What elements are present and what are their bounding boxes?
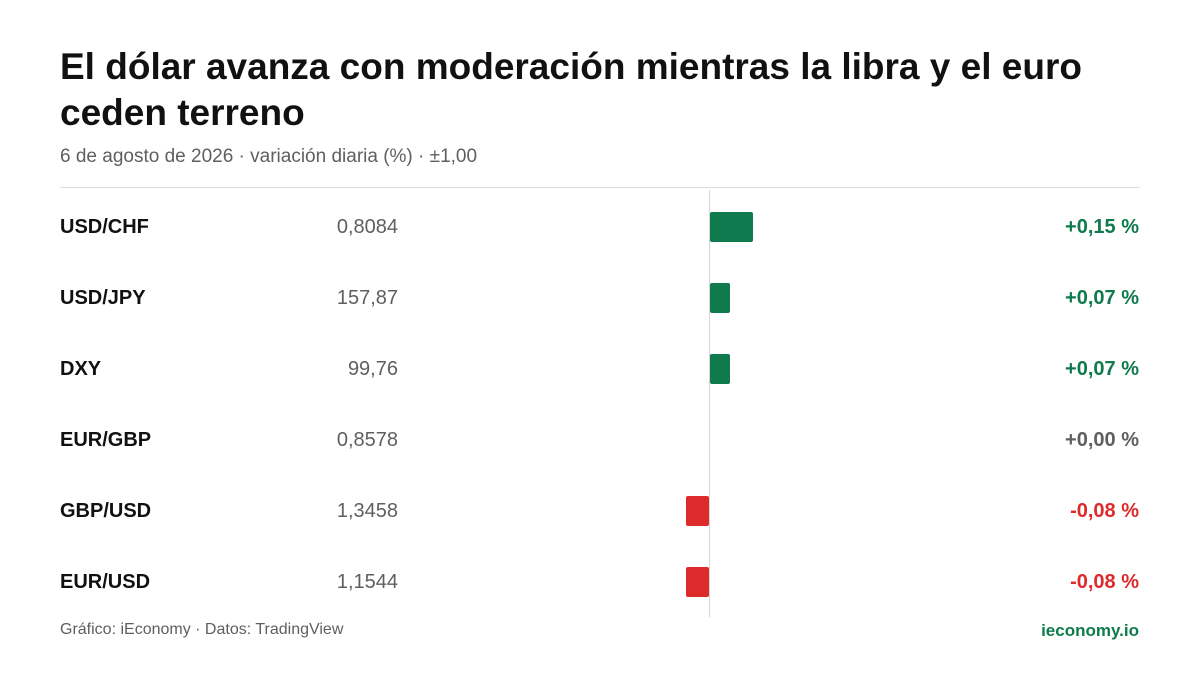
row-price: 1,3458 bbox=[336, 500, 398, 522]
row-label: USD/CHF bbox=[60, 216, 149, 238]
row-change-label: -0,08 % bbox=[1070, 571, 1139, 593]
chart-title: El dólar avanza con moderación mientras … bbox=[60, 46, 1082, 133]
row-price: 1,1544 bbox=[336, 571, 398, 593]
row-change-label: +0,07 % bbox=[1065, 287, 1139, 309]
row-change-label: +0,07 % bbox=[1065, 358, 1139, 380]
row-label: DXY bbox=[60, 358, 102, 380]
row-label: EUR/USD bbox=[60, 571, 151, 593]
row-change-label: +0,15 % bbox=[1065, 216, 1139, 238]
row-label: EUR/GBP bbox=[60, 429, 152, 451]
bar bbox=[710, 354, 731, 384]
row-label: USD/JPY bbox=[60, 287, 146, 309]
bar bbox=[710, 212, 754, 242]
bar bbox=[685, 496, 709, 526]
row-change-label: +0,00 % bbox=[1065, 429, 1139, 451]
row-label: GBP/USD bbox=[60, 500, 152, 522]
row-price: 157,87 bbox=[336, 287, 398, 309]
chart-subtitle: 6 de agosto de 2026 · variación diaria (… bbox=[60, 146, 478, 167]
footer-brand-link[interactable]: ieconomy.io bbox=[1041, 621, 1139, 640]
header-divider bbox=[60, 187, 1140, 188]
bar bbox=[685, 567, 709, 597]
row-price: 0,8084 bbox=[336, 216, 398, 238]
row-price: 99,76 bbox=[347, 358, 398, 380]
zero-axis-line bbox=[709, 190, 710, 617]
footer-source: Gráfico: iEconomy · Datos: TradingView bbox=[60, 621, 344, 638]
row-change-label: -0,08 % bbox=[1070, 500, 1139, 522]
bar bbox=[710, 283, 731, 313]
row-price: 0,8578 bbox=[336, 429, 398, 451]
